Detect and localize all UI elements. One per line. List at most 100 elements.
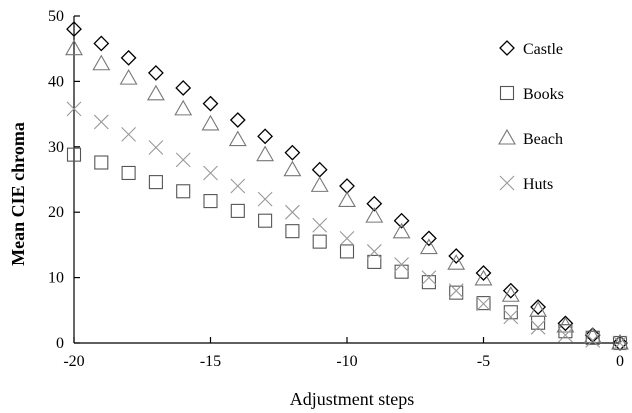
data-point-castle bbox=[229, 112, 246, 128]
data-point-huts bbox=[448, 283, 464, 299]
data-point-huts bbox=[312, 217, 328, 233]
data-point-huts bbox=[421, 270, 437, 285]
data-point-books bbox=[421, 275, 436, 290]
data-point-huts bbox=[203, 165, 218, 181]
data-point-beach bbox=[174, 99, 193, 116]
data-point-castle bbox=[530, 299, 547, 315]
data-point-huts bbox=[476, 296, 491, 312]
data-point-huts bbox=[530, 319, 546, 335]
data-point-castle bbox=[257, 128, 274, 145]
data-marks bbox=[65, 21, 629, 351]
legend-marker-books bbox=[499, 85, 515, 101]
data-point-books bbox=[503, 305, 518, 320]
y-tick-label: 50 bbox=[48, 8, 64, 25]
data-point-huts bbox=[93, 114, 109, 130]
data-point-castle bbox=[93, 35, 110, 52]
data-point-books bbox=[585, 330, 600, 345]
data-point-books bbox=[367, 254, 382, 269]
data-point-beach bbox=[419, 238, 438, 255]
data-point-beach bbox=[310, 176, 329, 192]
data-point-castle bbox=[475, 265, 492, 281]
data-point-castle bbox=[557, 315, 574, 332]
axes: 0 10 20 30 40 50 -20 -15 -10 -5 0 bbox=[48, 8, 624, 370]
data-point-huts bbox=[612, 335, 628, 351]
data-point-books bbox=[121, 165, 136, 181]
data-point-huts bbox=[257, 191, 273, 207]
data-point-books bbox=[558, 324, 573, 339]
data-point-books bbox=[285, 224, 300, 239]
data-point-beach bbox=[529, 301, 548, 317]
data-point-books bbox=[449, 285, 464, 300]
series-beach bbox=[65, 39, 629, 350]
data-point-castle bbox=[66, 21, 82, 37]
data-point-castle bbox=[448, 248, 465, 264]
legend-label: Books bbox=[523, 86, 564, 103]
x-tick-label: -5 bbox=[477, 353, 490, 370]
data-point-beach bbox=[283, 160, 302, 177]
data-point-beach bbox=[65, 39, 83, 56]
series-castle bbox=[66, 21, 628, 351]
y-tick-label: 30 bbox=[48, 139, 64, 156]
data-point-huts bbox=[394, 257, 409, 272]
series-huts bbox=[66, 101, 628, 351]
data-point-huts bbox=[175, 152, 191, 168]
data-point-huts bbox=[148, 140, 164, 155]
x-axis-title: Adjustment steps bbox=[290, 389, 415, 409]
data-point-beach bbox=[338, 191, 356, 207]
data-point-beach bbox=[92, 54, 111, 71]
data-point-huts bbox=[503, 309, 519, 325]
legend-label: Huts bbox=[523, 176, 553, 193]
data-point-beach bbox=[501, 286, 520, 302]
legend-marker-huts bbox=[499, 175, 515, 191]
data-point-beach bbox=[146, 84, 165, 101]
legend: Castle Books Beach Huts bbox=[498, 40, 564, 193]
legend-marker-beach bbox=[498, 128, 516, 145]
data-point-beach bbox=[474, 269, 493, 286]
data-point-books bbox=[148, 175, 163, 190]
data-point-huts bbox=[339, 230, 355, 246]
data-point-huts bbox=[121, 126, 136, 142]
data-point-castle bbox=[284, 144, 301, 161]
data-point-huts bbox=[66, 101, 82, 117]
data-point-beach bbox=[228, 130, 247, 147]
y-tick-label: 10 bbox=[48, 270, 64, 287]
y-tick-label: 0 bbox=[56, 335, 64, 352]
data-point-beach bbox=[392, 222, 411, 239]
legend-item-castle: Castle bbox=[499, 40, 563, 58]
data-point-huts bbox=[366, 244, 382, 259]
data-point-beach bbox=[365, 207, 384, 223]
data-point-castle bbox=[339, 178, 355, 194]
data-point-huts bbox=[285, 204, 300, 220]
y-axis-title: Mean CIE chroma bbox=[8, 122, 28, 266]
data-point-castle bbox=[420, 230, 437, 247]
data-point-books bbox=[258, 213, 273, 228]
data-point-huts bbox=[230, 178, 246, 194]
y-tick-label: 40 bbox=[48, 73, 64, 90]
data-point-castle bbox=[311, 161, 328, 178]
data-point-books bbox=[312, 234, 327, 249]
legend-label: Castle bbox=[523, 41, 563, 58]
data-point-castle bbox=[366, 195, 383, 212]
data-point-beach bbox=[256, 145, 275, 162]
series-books bbox=[66, 147, 628, 351]
x-tick-label: -15 bbox=[200, 353, 221, 370]
x-tick-label: -10 bbox=[336, 353, 357, 370]
data-point-castle bbox=[120, 49, 137, 66]
data-point-beach bbox=[119, 69, 138, 85]
data-point-beach bbox=[556, 316, 575, 333]
legend-item-beach: Beach bbox=[498, 128, 563, 148]
data-point-books bbox=[394, 264, 409, 279]
x-tick-label: -20 bbox=[63, 353, 84, 370]
data-point-books bbox=[203, 194, 218, 209]
data-point-beach bbox=[201, 114, 220, 131]
data-point-beach bbox=[447, 254, 466, 270]
data-point-castle bbox=[175, 80, 192, 96]
data-point-books bbox=[339, 244, 355, 259]
data-point-beach bbox=[583, 327, 602, 344]
data-point-huts bbox=[558, 327, 573, 343]
data-point-books bbox=[476, 296, 491, 311]
legend-marker-castle bbox=[499, 40, 515, 56]
data-point-castle bbox=[502, 282, 519, 299]
